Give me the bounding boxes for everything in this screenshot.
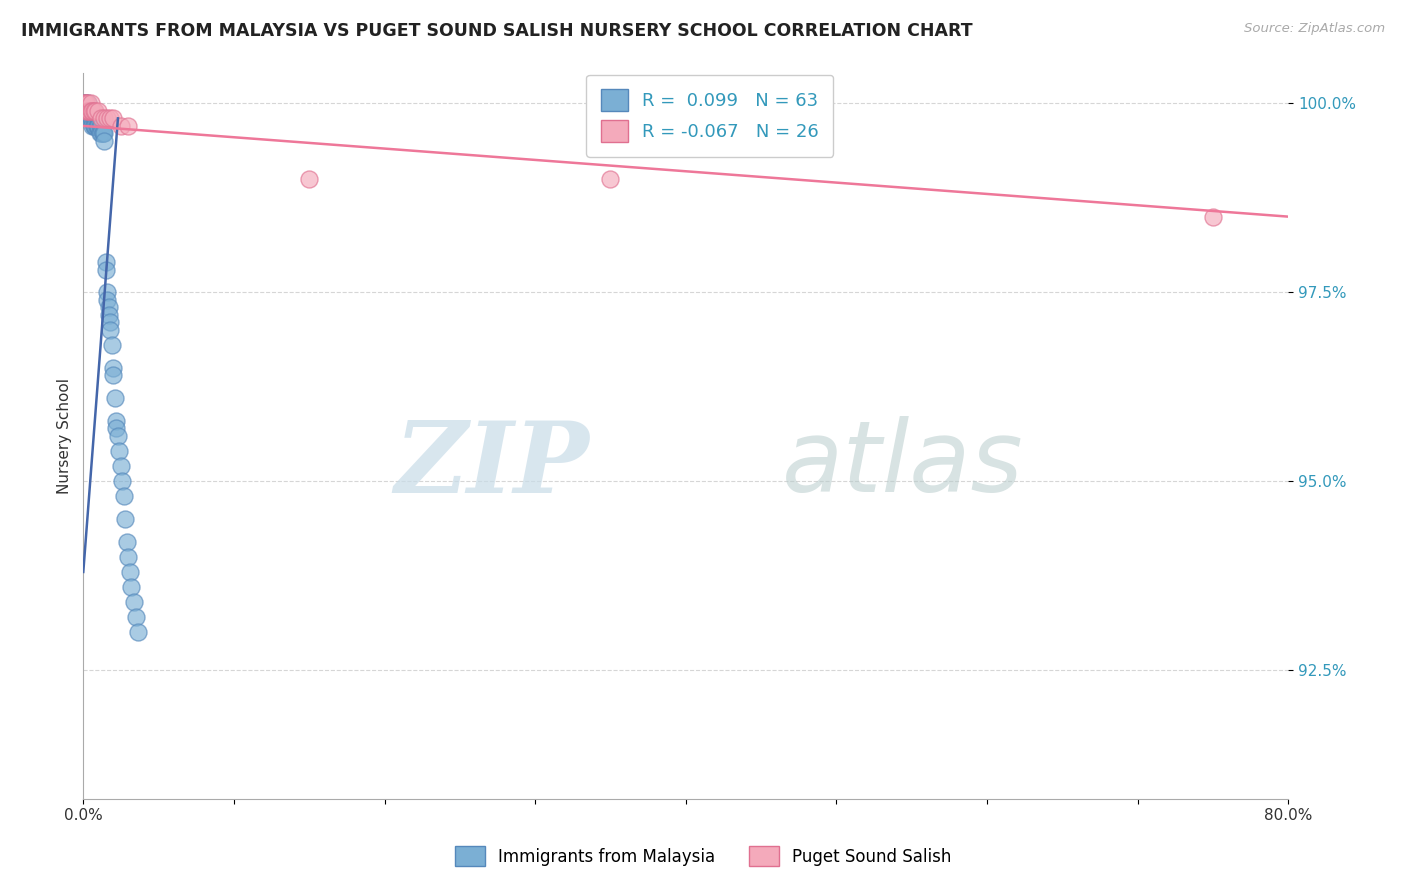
Point — [103, 368, 125, 383]
Point — [1202, 210, 1225, 224]
Point — [82, 119, 104, 133]
Y-axis label: Nursery School: Nursery School — [58, 378, 72, 494]
Point — [75, 103, 97, 118]
Point — [73, 103, 96, 118]
Point — [84, 103, 107, 118]
Point — [93, 134, 115, 148]
Point — [91, 127, 114, 141]
Point — [93, 127, 115, 141]
Point — [76, 96, 98, 111]
Text: ZIP: ZIP — [394, 417, 589, 513]
Point — [80, 96, 103, 111]
Point — [82, 103, 104, 118]
Point — [79, 112, 101, 126]
Point — [80, 103, 103, 118]
Point — [76, 112, 98, 126]
Point — [117, 119, 139, 133]
Point — [108, 444, 131, 458]
Point — [124, 595, 146, 609]
Point — [73, 96, 96, 111]
Point — [84, 119, 107, 133]
Point — [86, 119, 108, 133]
Point — [125, 610, 148, 624]
Point — [79, 112, 101, 126]
Point — [101, 338, 124, 352]
Point — [103, 112, 125, 126]
Point — [73, 96, 96, 111]
Point — [80, 112, 103, 126]
Point — [89, 127, 111, 141]
Point — [97, 308, 120, 322]
Point — [110, 459, 132, 474]
Legend: R =  0.099   N = 63, R = -0.067   N = 26: R = 0.099 N = 63, R = -0.067 N = 26 — [586, 75, 834, 157]
Point — [87, 119, 110, 133]
Point — [76, 112, 98, 126]
Point — [83, 112, 105, 126]
Point — [599, 171, 621, 186]
Point — [94, 255, 117, 269]
Point — [90, 119, 112, 133]
Point — [79, 103, 101, 118]
Point — [127, 625, 149, 640]
Point — [76, 103, 98, 118]
Point — [103, 360, 125, 375]
Text: atlas: atlas — [782, 417, 1024, 514]
Point — [73, 96, 96, 111]
Point — [75, 96, 97, 111]
Point — [83, 119, 105, 133]
Text: Source: ZipAtlas.com: Source: ZipAtlas.com — [1244, 22, 1385, 36]
Point — [115, 534, 138, 549]
Point — [110, 119, 132, 133]
Point — [100, 112, 122, 126]
Point — [79, 103, 101, 118]
Point — [73, 96, 96, 111]
Point — [76, 96, 98, 111]
Point — [93, 112, 115, 126]
Point — [96, 293, 118, 307]
Point — [121, 580, 143, 594]
Point — [91, 127, 114, 141]
Point — [96, 285, 118, 300]
Point — [112, 489, 135, 503]
Point — [89, 119, 111, 133]
Point — [80, 103, 103, 118]
Point — [90, 127, 112, 141]
Point — [100, 323, 122, 337]
Point — [86, 119, 108, 133]
Point — [75, 103, 97, 118]
Point — [76, 103, 98, 118]
Point — [84, 112, 107, 126]
Point — [105, 421, 128, 435]
Point — [94, 262, 117, 277]
Point — [75, 103, 97, 118]
Point — [83, 119, 105, 133]
Point — [114, 512, 136, 526]
Point — [96, 112, 118, 126]
Point — [298, 171, 321, 186]
Point — [87, 119, 110, 133]
Point — [97, 301, 120, 315]
Point — [83, 103, 105, 118]
Point — [104, 391, 127, 405]
Point — [90, 112, 112, 126]
Point — [87, 112, 110, 126]
Legend: Immigrants from Malaysia, Puget Sound Salish: Immigrants from Malaysia, Puget Sound Sa… — [447, 838, 959, 875]
Point — [100, 316, 122, 330]
Point — [117, 549, 139, 564]
Text: IMMIGRANTS FROM MALAYSIA VS PUGET SOUND SALISH NURSERY SCHOOL CORRELATION CHART: IMMIGRANTS FROM MALAYSIA VS PUGET SOUND … — [21, 22, 973, 40]
Point — [105, 414, 128, 428]
Point — [75, 96, 97, 111]
Point — [107, 429, 129, 443]
Point — [80, 112, 103, 126]
Point — [118, 565, 141, 579]
Point — [111, 474, 134, 488]
Point — [82, 112, 104, 126]
Point — [87, 103, 110, 118]
